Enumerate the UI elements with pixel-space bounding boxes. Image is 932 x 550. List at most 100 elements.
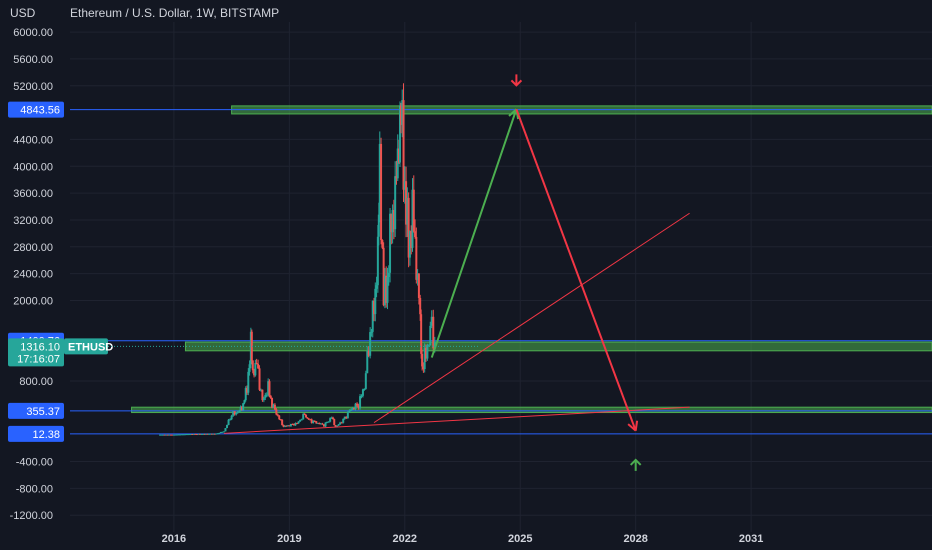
candle-body	[408, 230, 411, 258]
candle-body	[273, 404, 276, 410]
candle-body	[284, 425, 287, 427]
candle-body	[329, 418, 332, 422]
candle-body	[387, 272, 390, 278]
candle-body	[389, 213, 392, 273]
candle-body	[216, 433, 219, 435]
candle-body	[361, 389, 364, 396]
candle-body	[399, 105, 402, 125]
candle-body	[224, 428, 227, 432]
candle-body	[294, 423, 297, 426]
candle-body	[430, 316, 433, 326]
candle-body	[381, 240, 384, 248]
candlestick-series[interactable]	[159, 83, 436, 436]
candle-body	[186, 434, 189, 436]
candle-body	[345, 416, 348, 419]
candle-body	[360, 395, 363, 397]
candle-body	[291, 423, 294, 425]
candle-body	[162, 434, 165, 436]
chart-grid	[70, 22, 932, 532]
candle-body	[421, 353, 424, 367]
trendline	[223, 406, 690, 434]
candle-body	[230, 415, 233, 420]
candle-body	[326, 421, 329, 423]
candle-body	[244, 388, 247, 401]
y-tick-label: 2400.00	[13, 269, 53, 281]
candle-body	[373, 300, 376, 315]
candle-body	[240, 406, 243, 411]
price-tag-bg	[8, 425, 64, 442]
candle-body	[375, 285, 378, 289]
price-axis-tags: 4843.561400.76355.3712.381316.1017:16:07…	[8, 101, 480, 442]
candle-body	[378, 143, 381, 215]
candle-body	[423, 348, 426, 370]
candle-body	[346, 412, 349, 419]
countdown-text: 17:16:07	[17, 353, 60, 365]
time-axis[interactable]: 2016 2019 2022 2025 2028 2031	[162, 533, 764, 545]
candle-body	[366, 351, 369, 374]
candle-body	[357, 405, 360, 409]
candle-body	[246, 388, 249, 393]
current-price-bg	[8, 338, 64, 367]
projection-down-arrow-head	[634, 420, 639, 431]
y-tick-label: 4400.00	[13, 134, 53, 146]
candle-body	[202, 433, 205, 435]
y-tick-label: 6000.00	[13, 27, 53, 39]
candle-body	[210, 433, 213, 435]
candle-body	[297, 421, 300, 424]
y-tick-label: 2800.00	[13, 242, 53, 254]
candle-body	[194, 433, 197, 435]
candle-body	[417, 273, 420, 298]
candle-body	[174, 434, 177, 436]
candle-body	[257, 363, 260, 369]
candle-body	[239, 406, 242, 412]
candle-body	[411, 189, 414, 248]
candle-body	[271, 398, 274, 408]
candle-body	[429, 325, 432, 346]
y-tick-label: 800.00	[19, 376, 53, 388]
candle-body	[398, 105, 401, 163]
candle-body	[433, 341, 436, 349]
candle-body	[185, 434, 188, 436]
candle-body	[232, 411, 235, 416]
candle-body	[259, 389, 262, 391]
candle-body	[376, 236, 379, 286]
trendlines[interactable]	[223, 212, 690, 434]
candle-body	[262, 397, 265, 401]
y-tick-label: 5600.00	[13, 54, 53, 66]
x-tick-label: 2016	[162, 533, 186, 545]
candle-body	[169, 434, 172, 436]
price-tag-text: 355.37	[26, 406, 60, 418]
candle-body	[242, 403, 245, 411]
candle-body	[221, 431, 224, 433]
price-axis[interactable]: 6000.00 5600.00 5200.00 4400.00 4000.00 3600.…	[10, 27, 53, 522]
candle-body	[339, 422, 342, 425]
trendline	[373, 212, 690, 424]
candle-body	[279, 419, 282, 421]
candle-body	[183, 434, 186, 436]
price-zone	[131, 406, 932, 414]
projection-down-arrow-head	[627, 423, 637, 432]
x-tick-label: 2028	[623, 533, 647, 545]
candle-body	[212, 433, 215, 435]
y-tick-label: 5200.00	[13, 81, 53, 93]
candle-body	[258, 368, 261, 390]
candle-body	[285, 425, 288, 427]
candle-body	[395, 176, 398, 179]
candle-body	[392, 210, 395, 230]
horizontal-price-lines[interactable]	[70, 109, 932, 435]
candle-body	[303, 414, 306, 416]
candle-body	[412, 189, 415, 232]
candle-body	[215, 433, 218, 435]
candle-body	[281, 419, 284, 426]
projection-up-arrow-head	[508, 108, 518, 117]
candle-body	[352, 407, 355, 410]
candle-body	[203, 433, 206, 435]
candle-body	[219, 432, 222, 434]
projection-arrows[interactable]	[430, 74, 642, 471]
candle-body	[306, 417, 309, 419]
candle-body	[369, 332, 372, 356]
candle-body	[406, 197, 409, 225]
candle-body	[255, 362, 258, 364]
candle-body	[172, 434, 175, 436]
